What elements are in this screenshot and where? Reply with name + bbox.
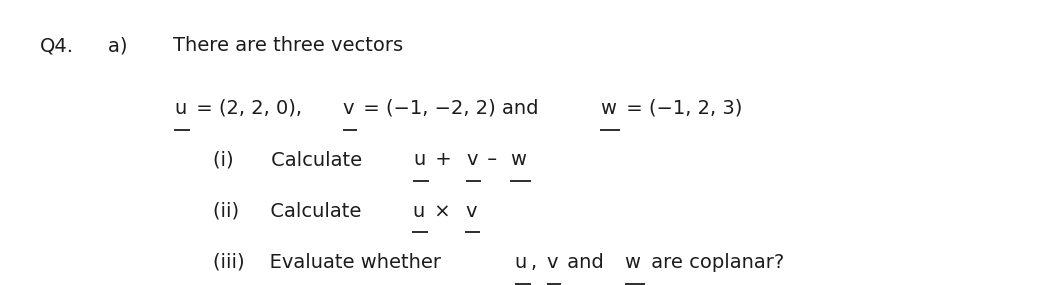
Text: w: w [599, 99, 616, 118]
Text: w: w [510, 150, 526, 169]
Text: and: and [561, 253, 611, 272]
Text: = (−1, 2, 3): = (−1, 2, 3) [620, 99, 742, 118]
Text: u: u [514, 253, 527, 272]
Text: a): a) [83, 36, 152, 55]
Text: v: v [466, 201, 477, 221]
Text: (i)      Calculate: (i) Calculate [213, 150, 368, 169]
Text: u: u [413, 150, 425, 169]
Text: (iii)    Evaluate whether: (iii) Evaluate whether [213, 253, 447, 272]
Text: (ii)     Calculate: (ii) Calculate [213, 201, 367, 221]
Text: u: u [174, 99, 187, 118]
Text: w: w [624, 253, 641, 272]
Text: v: v [467, 150, 478, 169]
Text: +: + [429, 150, 458, 169]
Text: = (2, 2, 0),: = (2, 2, 0), [190, 99, 308, 118]
Text: are coplanar?: are coplanar? [645, 253, 785, 272]
Text: v: v [342, 99, 354, 118]
Text: ×: × [428, 201, 456, 221]
Text: = (−1, −2, 2) and: = (−1, −2, 2) and [358, 99, 545, 118]
Text: ,: , [531, 253, 543, 272]
Text: v: v [546, 253, 558, 272]
Text: There are three vectors: There are three vectors [173, 36, 403, 55]
Text: Q4.: Q4. [39, 36, 74, 55]
Text: u: u [412, 201, 424, 221]
Text: –: – [481, 150, 504, 169]
